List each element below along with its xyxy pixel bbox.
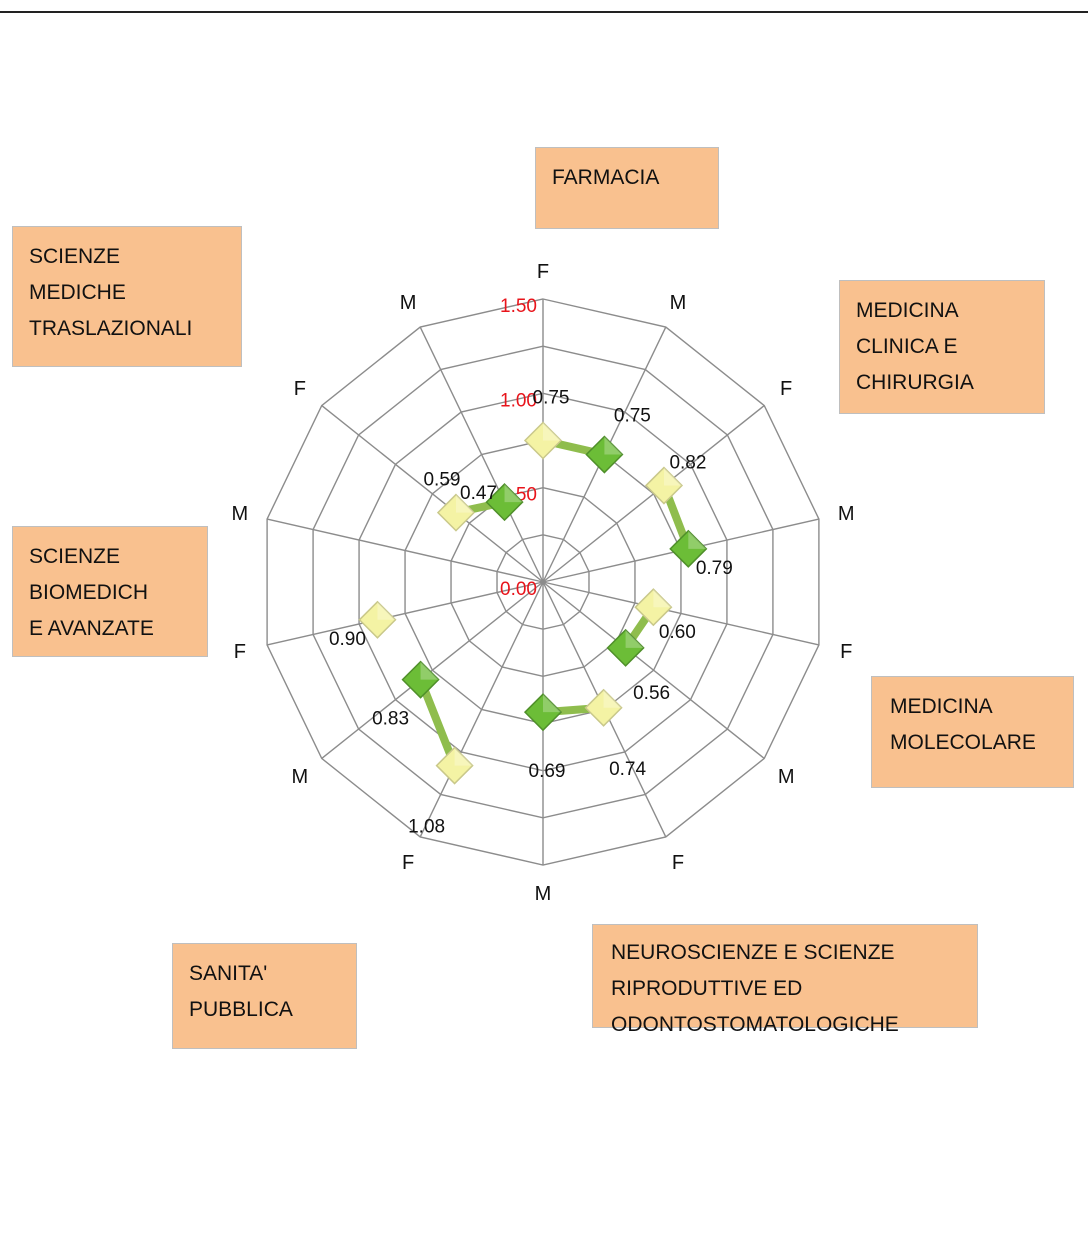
- category-label: F: [537, 261, 549, 283]
- marker-highlight: [625, 629, 644, 648]
- label-line: NEUROSCIENZE E SCIENZE: [611, 941, 895, 964]
- grid-spoke: [266, 581, 544, 646]
- data-label: 0.59: [423, 470, 460, 491]
- label-medicina-clinica-chirurgia: MEDICINA CLINICA E CHIRURGIA: [839, 280, 1045, 414]
- marker-highlight: [688, 530, 707, 549]
- marker-female: [436, 493, 476, 532]
- data-label: 1.08: [408, 817, 445, 838]
- grid-spoke: [321, 405, 544, 583]
- marker-male: [485, 483, 524, 522]
- axis-tick-label: 1.00: [500, 390, 537, 411]
- marker-male: [606, 628, 645, 667]
- label-farmacia: FARMACIA: [535, 147, 719, 229]
- data-label: 0.90: [329, 629, 366, 650]
- marker-highlight: [377, 601, 396, 620]
- category-label: F: [294, 378, 306, 400]
- category-label: M: [778, 766, 795, 788]
- marker-female: [634, 588, 673, 627]
- label-line: CHIRURGIA: [856, 371, 974, 394]
- category-label: M: [292, 766, 309, 788]
- marker-highlight: [454, 747, 473, 766]
- label-neuroscienze: NEUROSCIENZE E SCIENZE RIPRODUTTIVE ED O…: [592, 924, 978, 1036]
- category-label: F: [402, 852, 414, 874]
- series-connector: [416, 675, 459, 770]
- category-label: F: [780, 378, 792, 400]
- label-sanita-pubblica: SANITA' PUBBLICA: [172, 943, 357, 1049]
- label-line: BIOMEDICH: [29, 581, 149, 604]
- data-label: 0.75: [614, 406, 651, 427]
- category-label: M: [535, 883, 552, 905]
- label-line: SANITA': [189, 962, 268, 985]
- label-line: MEDICINA: [890, 695, 993, 718]
- data-label: 0.47: [460, 483, 497, 504]
- category-label: F: [672, 852, 684, 874]
- label-line: MOLECOLARE: [890, 731, 1036, 754]
- category-label: F: [234, 641, 246, 663]
- marker-female: [435, 746, 474, 785]
- axis-tick-label: 0.00: [500, 579, 537, 600]
- marker-male: [585, 435, 624, 474]
- data-label: 0.74: [609, 759, 646, 780]
- label-line: TRASLAZIONALI: [29, 317, 193, 340]
- label-line: MEDICHE: [29, 281, 126, 304]
- label-line: MEDICINA: [856, 299, 959, 322]
- marker-highlight: [504, 484, 523, 503]
- marker-highlight: [603, 689, 622, 708]
- label-medicina-molecolare: MEDICINA MOLECOLARE: [871, 676, 1074, 788]
- label-line: CLINICA E: [856, 335, 958, 358]
- category-label: F: [840, 641, 852, 663]
- marker-highlight: [543, 422, 561, 441]
- data-label: 0.83: [372, 709, 409, 730]
- marker-female: [584, 688, 623, 727]
- marker-highlight: [604, 436, 623, 455]
- marker-highlight: [455, 494, 474, 513]
- category-label: M: [670, 292, 687, 314]
- category-label: M: [838, 503, 855, 525]
- top-rule: [0, 11, 1088, 13]
- marker-highlight: [543, 694, 561, 713]
- grid-spoke: [321, 581, 544, 759]
- marker-female: [644, 466, 684, 505]
- label-scienze-mediche-traslazionali: SCIENZE MEDICHE TRASLAZIONALI: [12, 226, 242, 367]
- label-line: ODONTOSTOMATOLOGICHE: [611, 1013, 899, 1036]
- marker-female: [358, 600, 397, 639]
- marker-female: [523, 421, 563, 460]
- label-line: PUBBLICA: [189, 998, 293, 1021]
- grid-spoke: [419, 581, 544, 838]
- label-line: SCIENZE: [29, 245, 121, 268]
- label-scienze-biomediche-avanzate: SCIENZE BIOMEDICH E AVANZATE: [12, 526, 208, 657]
- label-line: E AVANZATE: [29, 617, 154, 640]
- data-label: 0.82: [669, 453, 706, 474]
- data-label: 0.56: [633, 683, 670, 704]
- category-label: M: [231, 503, 248, 525]
- marker-male: [523, 693, 563, 732]
- data-label: 0.60: [659, 622, 696, 643]
- marker-highlight: [420, 661, 439, 680]
- grid-spoke: [542, 581, 820, 646]
- axis-tick-label: 1.50: [500, 296, 537, 317]
- label-line: FARMACIA: [552, 166, 660, 189]
- grid-spoke: [542, 581, 765, 759]
- data-label: 0.75: [533, 388, 570, 409]
- data-label: 0.79: [696, 558, 733, 579]
- category-label: M: [400, 292, 417, 314]
- marker-highlight: [653, 589, 672, 608]
- marker-male: [669, 529, 708, 568]
- grid-spoke: [419, 326, 544, 583]
- label-line: SCIENZE: [29, 545, 121, 568]
- marker-male: [401, 660, 440, 699]
- grid-spoke: [266, 518, 544, 583]
- label-line: RIPRODUTTIVE ED: [611, 977, 803, 1000]
- data-label: 0.69: [529, 761, 566, 782]
- marker-highlight: [663, 467, 682, 486]
